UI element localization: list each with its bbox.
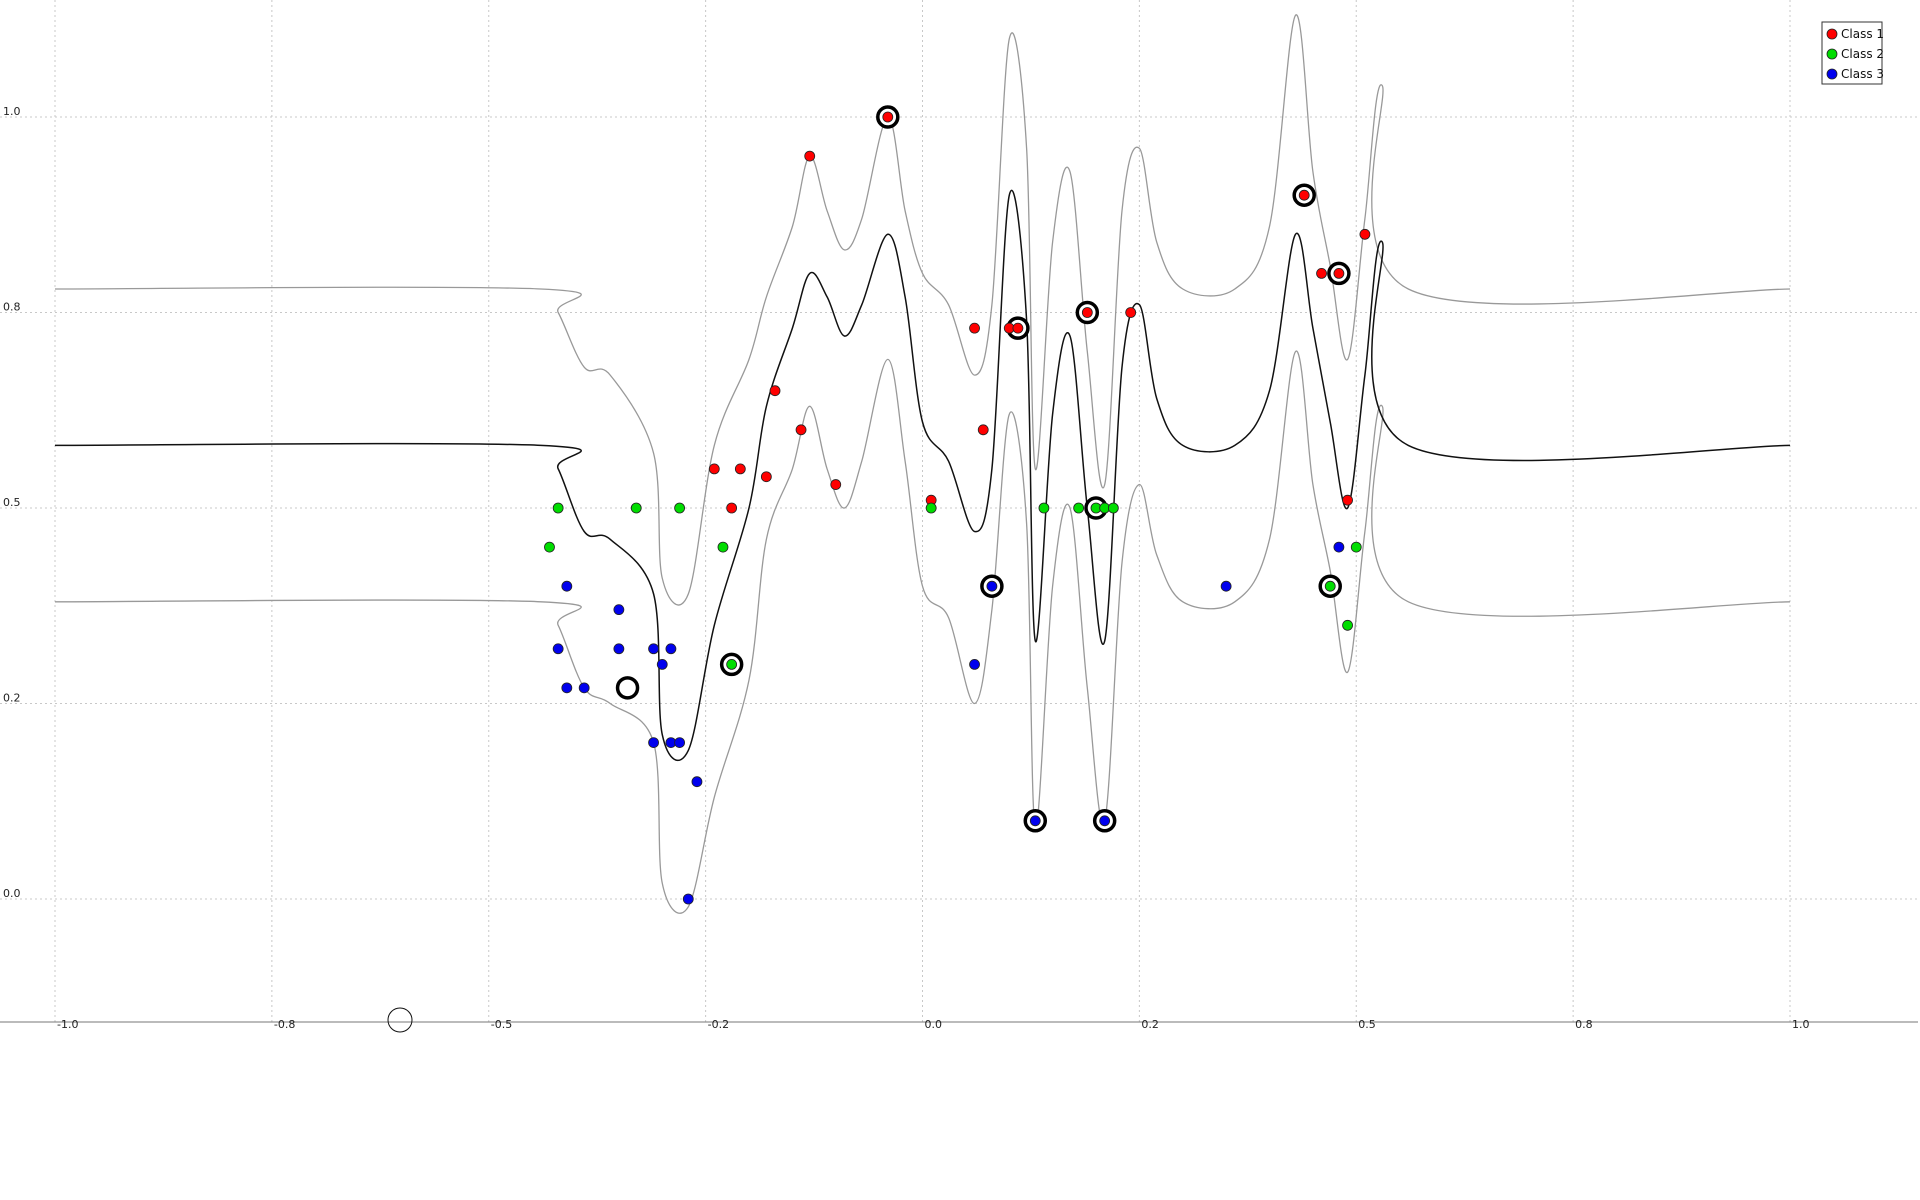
legend-marker (1826, 48, 1838, 60)
legend-label: Class 1 (1841, 27, 1884, 41)
grid-lines (0, 0, 1918, 1023)
y-tick-label: 0.0 (3, 887, 21, 900)
data-point (648, 643, 659, 655)
x-tick-label: 1.0 (1792, 1018, 1810, 1031)
tick-labels: -1.0 -0.8 -0.5 -0.2 0.0 0.2 0.5 0.8 1.0 0.0 0.2 0.5… (3, 105, 1810, 1031)
data-point (795, 424, 807, 436)
y-tick-label: 1.0 (3, 105, 21, 118)
data-point (561, 682, 573, 694)
data-point (1029, 815, 1041, 827)
data-point (1359, 228, 1371, 240)
y-tick-label: 0.2 (3, 692, 21, 705)
data-point (561, 580, 573, 592)
x-tick-label: 0.0 (925, 1018, 943, 1031)
data-point (882, 111, 894, 123)
data-point (734, 463, 746, 475)
data-point (1342, 619, 1353, 631)
data-point (1350, 541, 1362, 553)
data-point (1298, 189, 1310, 201)
marker-circle-icon (387, 1007, 413, 1033)
data-point (769, 385, 781, 397)
data-point (613, 604, 625, 616)
y-tick-label: 0.8 (3, 301, 21, 314)
data-point (804, 150, 816, 162)
data-point (1107, 502, 1119, 514)
x-tick-label: 0.2 (1141, 1018, 1159, 1031)
highlight-ring (615, 676, 640, 700)
y-tick-label: 0.5 (3, 496, 21, 509)
data-point (578, 682, 590, 694)
data-point (1333, 541, 1345, 553)
data-point (708, 463, 720, 475)
data-point (552, 643, 564, 655)
data-point (986, 580, 998, 592)
data-point (682, 893, 694, 905)
data-point (544, 541, 555, 553)
curves (54, 14, 1791, 914)
data-point (665, 643, 677, 655)
data-point (630, 502, 642, 514)
legend: Class 1 Class 2 Class 3 (1821, 21, 1884, 85)
legend-label: Class 3 (1841, 67, 1884, 81)
mean-curve (54, 189, 1791, 762)
data-point (1073, 502, 1085, 514)
data-point (717, 541, 729, 553)
data-point (925, 502, 937, 514)
legend-label: Class 2 (1841, 47, 1884, 61)
data-point (1342, 494, 1353, 506)
data-point (1220, 580, 1232, 592)
data-point (674, 502, 685, 514)
data-point (969, 322, 980, 334)
data-point (1316, 267, 1327, 279)
x-tick-label: -0.8 (274, 1018, 295, 1031)
data-point (1099, 815, 1111, 827)
upper-band-curve (54, 14, 1791, 606)
data-point (1125, 307, 1137, 318)
x-tick-label: -0.5 (491, 1018, 512, 1031)
data-point (830, 479, 842, 490)
legend-marker (1826, 28, 1838, 40)
data-point (656, 659, 668, 670)
x-tick-label: 0.5 (1358, 1018, 1376, 1031)
x-tick-label: 0.8 (1575, 1018, 1593, 1031)
data-point (648, 737, 659, 748)
data-point (613, 643, 625, 655)
data-point (1012, 322, 1024, 334)
data-point (977, 424, 989, 436)
data-point (552, 502, 564, 514)
data-point (760, 471, 772, 483)
data-point (674, 737, 685, 748)
x-tick-label: -0.2 (708, 1018, 729, 1031)
data-point (1038, 502, 1050, 514)
data-point (1081, 307, 1093, 318)
data-points (544, 105, 1371, 905)
x-tick-label: -1.0 (57, 1018, 78, 1031)
lower-band-curve (54, 350, 1791, 914)
data-point (1324, 580, 1336, 592)
data-point (969, 659, 980, 670)
data-point (726, 659, 738, 670)
legend-marker (1826, 68, 1838, 80)
data-point (691, 776, 703, 788)
data-point (726, 502, 738, 514)
data-point (1333, 267, 1345, 279)
